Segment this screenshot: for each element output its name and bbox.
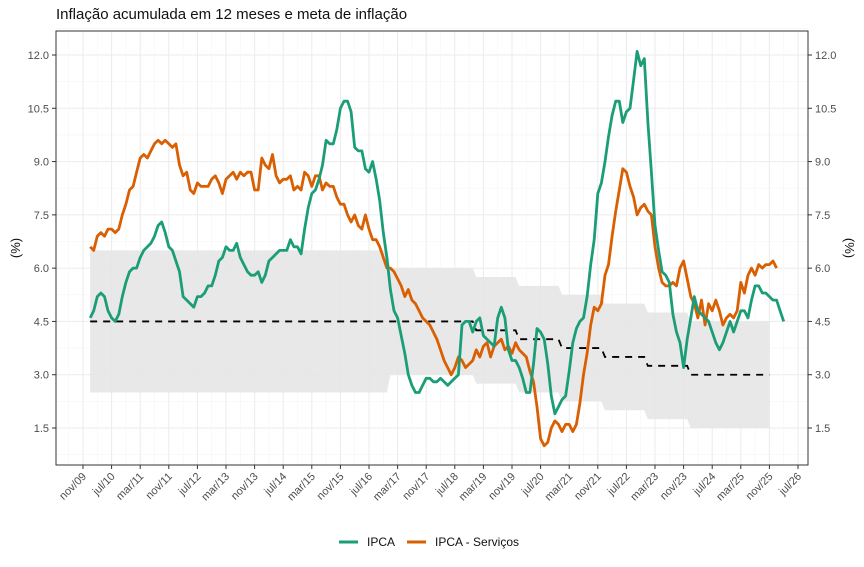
y-tick-label-right: 6.0 <box>815 263 830 275</box>
y-axis-left: 1.5 3.0 4.5 6.0 7.5 9.0 10.5 12.0 <box>28 50 56 435</box>
x-tick-label: mar/13 <box>199 471 232 504</box>
x-tick-label: mar/17 <box>371 471 404 504</box>
x-tick-label: nov/09 <box>57 471 89 503</box>
legend: IPCA IPCA - Serviços <box>339 535 519 549</box>
tolerance-band-area <box>90 250 770 428</box>
x-tick-label: nov/21 <box>572 471 604 503</box>
x-tick-label: mar/19 <box>457 471 490 504</box>
y-tick-label: 3.0 <box>34 370 49 382</box>
tolerance-band <box>90 250 770 428</box>
x-tick-label: mar/15 <box>285 471 318 504</box>
y-tick-label-right: 1.5 <box>815 423 830 435</box>
legend-label-servicos: IPCA - Serviços <box>435 535 519 549</box>
target-meta-line <box>90 320 770 376</box>
y-tick-label-right: 4.5 <box>815 316 830 328</box>
x-tick-label: nov/15 <box>315 471 347 503</box>
x-tick-label: jul/26 <box>776 471 804 499</box>
series-lines <box>88 50 786 448</box>
x-tick-label: nov/25 <box>744 471 776 503</box>
x-tick-label: nov/17 <box>400 471 432 503</box>
x-tick-label: nov/11 <box>144 471 175 502</box>
y-tick-label: 4.5 <box>34 316 49 328</box>
chart-title: Inflação acumulada em 12 meses e meta de… <box>56 6 408 23</box>
y-tick-label-right: 10.5 <box>815 103 836 115</box>
x-tick-label: nov/23 <box>658 471 690 503</box>
legend-label-ipca: IPCA <box>367 535 395 549</box>
y-tick-label-right: 12.0 <box>815 50 836 62</box>
y-tick-label-right: 7.5 <box>815 210 830 222</box>
y-axis-right: 1.5 3.0 4.5 6.0 7.5 9.0 10.5 12.0 <box>808 50 836 435</box>
y-tick-label: 1.5 <box>34 423 49 435</box>
y-tick-label: 6.0 <box>34 263 49 275</box>
y-tick-label-right: 9.0 <box>815 157 830 169</box>
y-tick-label: 12.0 <box>28 50 49 62</box>
target-line <box>90 320 770 376</box>
y-tick-label: 9.0 <box>34 157 49 169</box>
x-tick-label: nov/13 <box>229 471 261 503</box>
x-tick-label: mar/11 <box>114 471 146 503</box>
x-tick-label: mar/25 <box>714 471 747 504</box>
line-ipca-servicos <box>89 138 778 448</box>
y-axis-title-right: (%) <box>842 238 857 258</box>
x-tick-label: mar/23 <box>628 471 661 504</box>
y-tick-label: 10.5 <box>28 103 49 115</box>
x-tick-label: nov/19 <box>486 471 518 503</box>
line-ipca <box>88 50 786 416</box>
y-tick-label-right: 3.0 <box>815 370 830 382</box>
y-axis-title-left: (%) <box>8 238 23 258</box>
y-tick-label: 7.5 <box>34 210 49 222</box>
x-tick-label: mar/21 <box>543 471 576 504</box>
panel-border <box>55 30 809 466</box>
